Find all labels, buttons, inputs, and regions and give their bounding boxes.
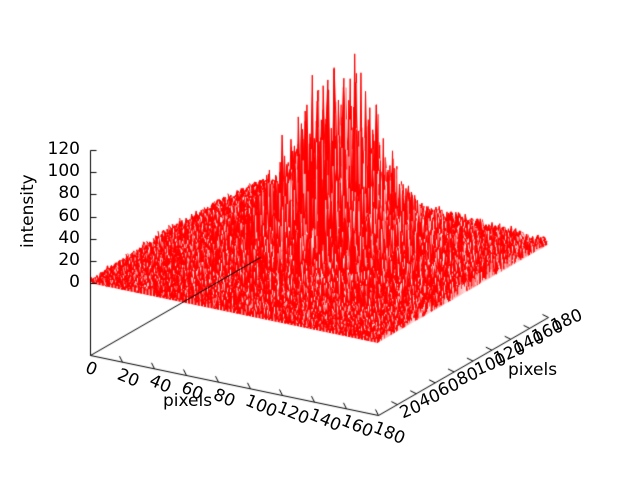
- z-tick-label: 100: [47, 161, 80, 181]
- z-tick-label: 120: [47, 139, 80, 159]
- z-tick-label: 80: [58, 183, 80, 203]
- y-axis-title: pixels: [508, 360, 558, 380]
- z-tick-label: 0: [69, 272, 80, 292]
- z-tick-label: 60: [58, 206, 80, 226]
- z-tick-label: 20: [58, 250, 80, 270]
- x-axis-title: pixels: [163, 391, 213, 411]
- z-tick-label: 40: [58, 228, 80, 248]
